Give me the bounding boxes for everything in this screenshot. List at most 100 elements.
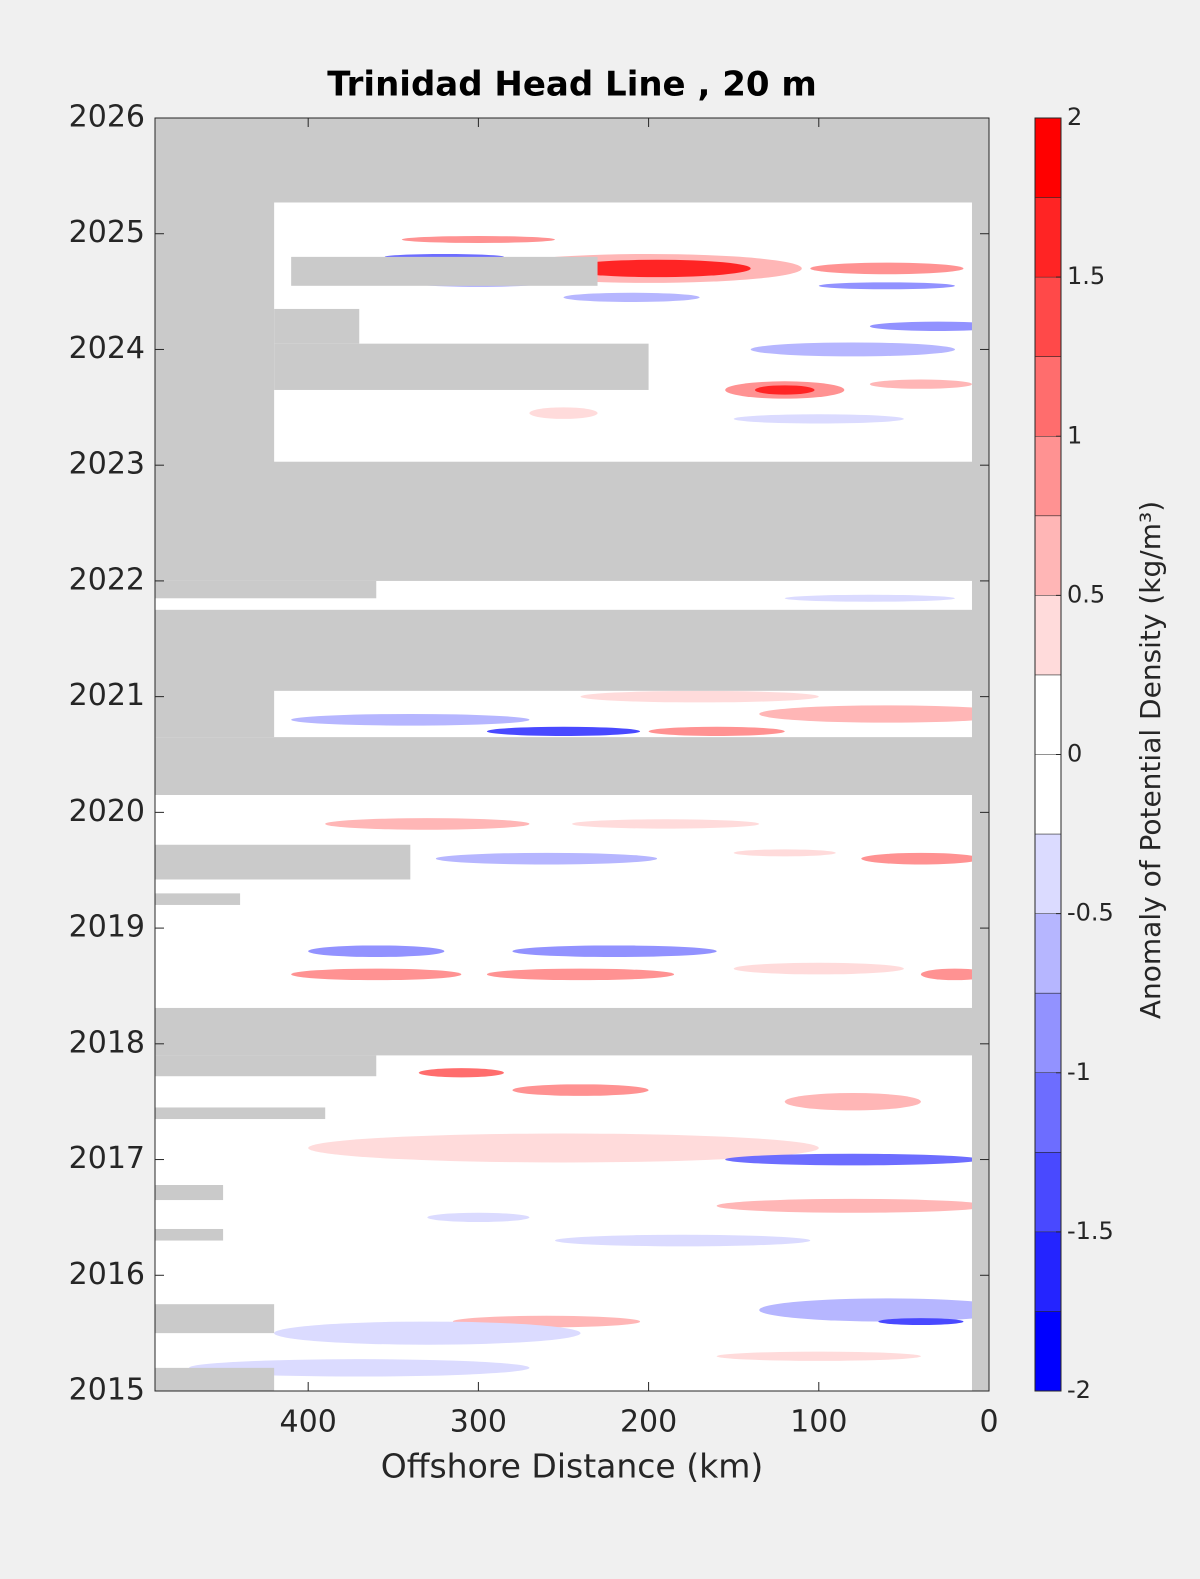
contour-patch: [869, 379, 972, 389]
colorbar-label: Anomaly of Potential Density (kg/m³): [1134, 501, 1167, 1019]
x-axis-label: Offshore Distance (km): [381, 1447, 763, 1486]
colorbar-block: [1035, 595, 1061, 675]
y-tick-label: 2023: [69, 447, 145, 482]
missing-data: [155, 1367, 275, 1391]
contour-patch: [818, 282, 955, 290]
colorbar-tick-label: -1.5: [1067, 1217, 1114, 1245]
missing-data: [274, 308, 360, 344]
contour-patch: [308, 1133, 819, 1163]
colorbar-block: [1035, 118, 1061, 198]
missing-data: [155, 202, 275, 466]
colorbar-tick-label: -1: [1067, 1058, 1091, 1086]
colorbar-block: [1035, 1072, 1061, 1153]
colorbar-tick-label: 0: [1067, 740, 1082, 768]
colorbar-block: [1035, 277, 1061, 357]
contour-patch: [716, 1198, 989, 1213]
contour-patch: [759, 705, 989, 723]
contour-patch: [733, 414, 904, 424]
colorbar-block: [1035, 1152, 1061, 1232]
missing-data: [155, 1185, 224, 1201]
x-tick-label: 0: [979, 1405, 998, 1440]
plot-frame: [154, 117, 990, 1392]
y-tick-label: 2015: [69, 1373, 145, 1408]
contour-patch: [291, 713, 530, 726]
missing-data: [155, 1228, 224, 1241]
x-tick-label: 300: [450, 1405, 507, 1440]
y-tick-label: 2026: [69, 100, 145, 135]
missing-data: [155, 685, 275, 738]
missing-data: [155, 580, 377, 599]
colorbar-tick-label: 0.5: [1067, 580, 1105, 608]
y-tick-label: 2019: [69, 910, 145, 945]
contour-patch: [759, 1298, 989, 1322]
colorbar-block: [1035, 436, 1061, 516]
colorbar-block: [1035, 356, 1061, 437]
x-tick-label: 200: [620, 1405, 677, 1440]
missing-data: [155, 844, 411, 880]
y-tick-label: 2016: [69, 1257, 145, 1292]
plot-area: [155, 118, 989, 1391]
colorbar-block: [1035, 993, 1061, 1073]
colorbar-block: [1035, 1311, 1061, 1391]
contour-patch: [784, 594, 955, 602]
missing-data: [155, 461, 989, 581]
contour-patch: [325, 818, 530, 830]
x-tick-label: 100: [790, 1405, 847, 1440]
missing-data: [274, 343, 649, 390]
contour-patch: [733, 962, 904, 975]
y-tick-label: 2020: [69, 794, 145, 829]
contour-patch: [486, 968, 675, 981]
y-tick-label: 2018: [69, 1025, 145, 1060]
missing-data: [155, 1304, 275, 1334]
contour-patch: [784, 1093, 921, 1111]
contour-patch: [563, 259, 751, 278]
colorbar-tick-label: -0.5: [1067, 899, 1114, 927]
missing-data: [155, 1007, 989, 1056]
contour-patch: [554, 1234, 811, 1247]
contour-patch: [750, 342, 955, 357]
colorbar-tick-label: -2: [1067, 1376, 1091, 1404]
contour-patch: [733, 849, 836, 857]
y-tick-label: 2017: [69, 1141, 145, 1176]
contour-patch: [648, 726, 785, 736]
contour-patch: [512, 1084, 649, 1096]
colorbar-block: [1035, 834, 1061, 914]
contour-patch: [274, 1321, 581, 1345]
colorbar-block: [1035, 913, 1061, 994]
contour-patch: [435, 852, 658, 865]
contour-patch: [869, 321, 989, 331]
missing-data: [291, 256, 598, 286]
contour-patch: [486, 726, 641, 736]
contour-patch: [529, 407, 598, 419]
contour-patch: [716, 1351, 921, 1361]
y-tick-label: 2025: [69, 215, 145, 250]
colorbar-block: [1035, 515, 1061, 596]
missing-data: [155, 1107, 326, 1120]
colorbar-block: [1035, 674, 1061, 755]
missing-data: [155, 118, 989, 203]
colorbar-tick-label: 2: [1067, 103, 1082, 131]
contour-patch: [754, 385, 815, 395]
colorbar-tick-label: 1: [1067, 421, 1082, 449]
contour-patch: [512, 945, 717, 958]
contour-patch: [580, 690, 819, 703]
y-tick-label: 2021: [69, 678, 145, 713]
contour-patch: [401, 236, 555, 243]
colorbar-block: [1035, 1231, 1061, 1312]
y-tick-label: 2024: [69, 331, 145, 366]
contour-patch: [725, 1153, 981, 1166]
colorbar-block: [1035, 197, 1061, 278]
chart-title: Trinidad Head Line , 20 m: [327, 65, 817, 105]
colorbar-tick-label: 1.5: [1067, 262, 1105, 290]
contour-patch: [291, 968, 462, 981]
missing-data: [155, 893, 241, 905]
contour-patch: [878, 1318, 964, 1326]
contour-patch: [308, 945, 445, 958]
missing-data: [155, 1055, 377, 1077]
contour-patch: [572, 819, 760, 829]
missing-data: [155, 737, 989, 796]
missing-data: [155, 609, 989, 691]
contour-patch: [810, 262, 964, 275]
contour-patch: [418, 1068, 504, 1078]
